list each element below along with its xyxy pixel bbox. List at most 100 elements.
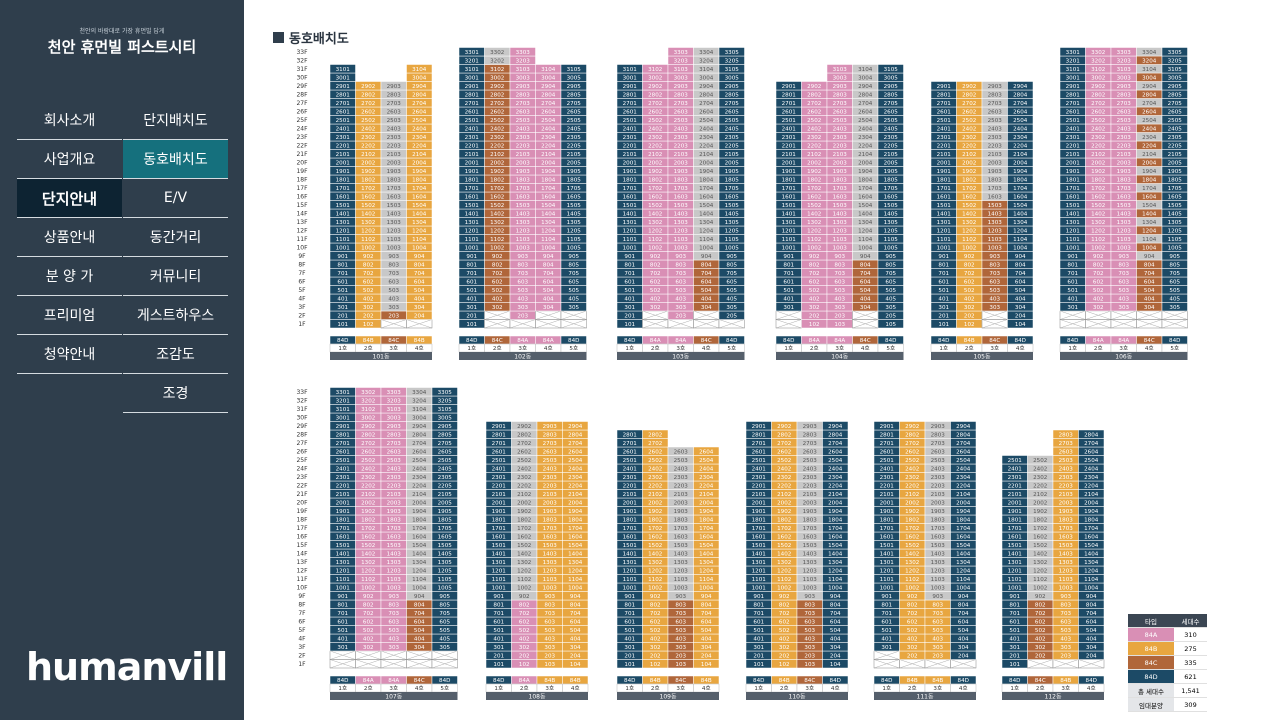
unit-number: 1902 [361, 169, 375, 175]
menu-price[interactable]: 분 양 가 [17, 257, 122, 296]
menu-elevator[interactable]: E/V [123, 179, 228, 218]
menu-overview[interactable]: 사업개요 [17, 140, 122, 179]
unit-number: 402 [1035, 636, 1046, 642]
unit-number: 702 [907, 611, 918, 617]
unit-number: 2201 [752, 483, 767, 489]
legend-total-label: 총 세대수 [1128, 683, 1175, 698]
unit-label: 4호 [544, 345, 553, 352]
unit-number: 1001 [623, 585, 638, 591]
unit-cell [406, 64, 433, 74]
unit-number: 1903 [543, 509, 558, 515]
unit-number: 1705 [438, 526, 453, 532]
type-label: 84A [517, 338, 528, 344]
unit-number: 1801 [1008, 517, 1023, 523]
unit-number: 1401 [880, 551, 895, 557]
unit-number: 2305 [438, 475, 453, 481]
unit-number: 2103 [988, 152, 1003, 158]
menu-product[interactable]: 상품안내 [17, 218, 122, 257]
unit-number: 3103 [1117, 67, 1132, 73]
menu-unit-layout[interactable]: 동호배치도 [123, 140, 228, 179]
unit-number: 2802 [490, 92, 504, 98]
unit-number: 702 [519, 611, 530, 617]
unit-number: 1904 [828, 509, 843, 515]
unit-number: 204 [830, 653, 841, 659]
legend-header-count: 세대수 [1174, 614, 1207, 628]
unit-number: 602 [363, 279, 374, 285]
unit-number: 804 [414, 602, 425, 608]
unit-number: 1902 [648, 169, 662, 175]
menu-site-plan[interactable]: 단지배치도 [123, 101, 228, 140]
unit-number: 1603 [674, 534, 689, 540]
unit-number: 2904 [541, 84, 556, 90]
unit-number: 1401 [752, 551, 767, 557]
unit-number: 402 [492, 296, 503, 302]
unit-number: 201 [624, 313, 635, 319]
unit-number: 2502 [962, 118, 976, 124]
menu-landscape[interactable]: 조경 [123, 374, 228, 413]
menu-subscription[interactable]: 청약안내 [17, 335, 122, 374]
unit-number: 801 [753, 602, 764, 608]
unit-number: 1804 [1142, 177, 1157, 183]
unit-number: 1304 [541, 220, 556, 226]
unit-number: 1703 [387, 186, 402, 192]
unit-number: 1205 [1168, 228, 1183, 234]
menu-premium[interactable]: 프리미엄 [17, 296, 122, 335]
unit-number: 301 [337, 645, 348, 651]
unit-number: 504 [701, 628, 712, 634]
unit-number: 2803 [516, 92, 531, 98]
unit-number: 1301 [623, 220, 638, 226]
unit-number: 905 [1169, 254, 1180, 260]
unit-number: 804 [860, 262, 871, 268]
unit-number: 3001 [623, 75, 638, 81]
menu-distance[interactable]: 동간거리 [123, 218, 228, 257]
unit-number: 1802 [962, 177, 976, 183]
type-label: 84D [726, 338, 737, 344]
unit-number: 1004 [699, 585, 714, 591]
menu-community[interactable]: 커뮤니티 [123, 257, 228, 296]
unit-number: 3205 [438, 398, 453, 404]
unit-number: 1502 [1033, 543, 1047, 549]
unit-number: 801 [493, 602, 504, 608]
menu-complex-info[interactable]: 단지안내 [17, 179, 122, 218]
unit-label: 3호 [933, 685, 942, 692]
square-bullet-icon [273, 32, 284, 43]
empty-cross [718, 319, 745, 329]
menu-guesthouse[interactable]: 게스트하우스 [123, 296, 228, 335]
floor-label: 23F [296, 474, 308, 481]
unit-number: 2501 [623, 118, 638, 124]
unit-number: 902 [809, 254, 820, 260]
unit-number: 1902 [648, 509, 662, 515]
empty-cross [484, 310, 511, 320]
unit-number: 1103 [1059, 577, 1074, 583]
unit-number: 1601 [623, 534, 638, 540]
floor-label: 23F [296, 134, 308, 141]
menu-bird-view[interactable]: 조감도 [123, 335, 228, 374]
unit-number: 2101 [465, 152, 480, 158]
unit-number: 1503 [833, 203, 848, 209]
unit-number: 2405 [1168, 126, 1183, 132]
unit-number: 1304 [699, 560, 714, 566]
unit-number: 1104 [858, 237, 873, 243]
unit-number: 1704 [956, 526, 971, 532]
unit-number: 503 [675, 628, 686, 634]
unit-number: 2204 [1013, 143, 1028, 149]
unit-number: 1901 [752, 509, 767, 515]
unit-number: 1402 [905, 551, 919, 557]
unit-number: 2002 [648, 500, 662, 506]
unit-number: 304 [1086, 645, 1097, 651]
unit-number: 2903 [803, 424, 818, 430]
unit-number: 2604 [956, 449, 971, 455]
unit-number: 1604 [699, 194, 714, 200]
unit-number: 2603 [931, 449, 946, 455]
floor-label: 5F [298, 287, 306, 294]
empty-cross [535, 310, 562, 320]
unit-number: 2801 [336, 432, 351, 438]
menu-row: 조경 [17, 374, 228, 413]
unit-number: 701 [1067, 271, 1078, 277]
unit-number: 2104 [828, 492, 843, 498]
menu-company[interactable]: 회사소개 [17, 101, 122, 140]
unit-number: 2602 [905, 449, 919, 455]
unit-number: 504 [830, 628, 841, 634]
unit-number: 803 [804, 602, 815, 608]
unit-number: 2203 [516, 143, 531, 149]
